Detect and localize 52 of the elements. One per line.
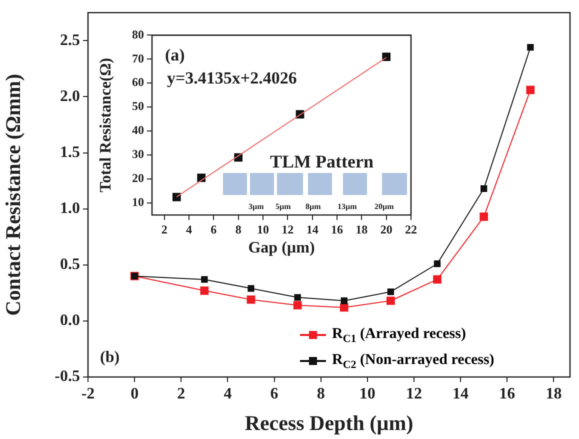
y-axis-title: Contact Resistance (Ωmm) xyxy=(1,74,26,316)
y-tick-label: 50 xyxy=(132,99,144,114)
annotation: TLM Pattern xyxy=(270,152,374,172)
x-tick-label: 20 xyxy=(380,222,392,236)
y-tick-label: 30 xyxy=(132,147,144,162)
legend-label: R$_{C2}$ (Non-arrayed recess) xyxy=(332,352,494,370)
y-tick-label: 0.5 xyxy=(60,256,80,274)
y-tick-label: 70 xyxy=(132,51,144,66)
x-tick-label: 14 xyxy=(306,222,318,236)
y-tick-label: 10 xyxy=(132,195,144,210)
x-axis-title: Recess Depth (µm) xyxy=(244,410,414,435)
y-tick-label: 40 xyxy=(132,123,144,138)
y-tick-label: 80 xyxy=(132,27,144,42)
x-tick-label: 16 xyxy=(331,222,343,236)
x-tick-label: 4 xyxy=(224,386,232,403)
x-tick-label: 10 xyxy=(257,222,269,236)
x-tick-label: 10 xyxy=(359,386,376,403)
annotation: 20µm xyxy=(374,202,394,212)
annotation: 13µm xyxy=(338,202,358,212)
y-tick-label: 20 xyxy=(132,171,144,186)
x-tick-label: -2 xyxy=(81,386,95,403)
x-tick-label: 18 xyxy=(356,222,368,236)
y-tick-label: 2.5 xyxy=(60,32,80,49)
y-axis-title: Total Resistance(Ω) xyxy=(98,58,115,192)
x-tick-label: 12 xyxy=(406,386,422,403)
annotation: 5µm xyxy=(276,202,292,212)
x-tick-label: 6 xyxy=(210,222,217,236)
y-tick-label: 60 xyxy=(132,75,144,90)
x-tick-label: 14 xyxy=(452,386,469,403)
x-tick-label: 22 xyxy=(405,222,417,236)
y-tick-label: 0.0 xyxy=(60,312,80,330)
y-tick-label: 1.0 xyxy=(60,200,80,217)
legend-label: R$_{C1}$ (Arrayed recess) xyxy=(332,326,466,344)
x-tick-label: 8 xyxy=(316,386,325,403)
annotation: 3µm xyxy=(248,202,264,212)
x-tick-label: 18 xyxy=(546,386,562,403)
x-tick-label: 6 xyxy=(270,386,278,403)
x-tick-label: 4 xyxy=(186,222,192,236)
x-tick-label: 0 xyxy=(130,386,139,403)
annotation: 8µm xyxy=(306,202,322,212)
y-tick-label: -0.5 xyxy=(54,368,80,386)
x-tick-label: 12 xyxy=(282,222,294,236)
annotation: (a) xyxy=(165,45,185,64)
x-tick-label: 16 xyxy=(499,386,516,403)
x-tick-label: 2 xyxy=(177,386,186,403)
annotation: y=3.4135x+2.4026 xyxy=(167,68,297,88)
x-axis-title: Gap (µm) xyxy=(248,240,315,257)
y-tick-label: 1.5 xyxy=(60,144,80,161)
y-tick-label: 2.0 xyxy=(60,88,80,105)
x-tick-label: 8 xyxy=(235,222,242,236)
x-tick-label: 2 xyxy=(161,222,168,236)
annotation: (b) xyxy=(100,349,120,366)
